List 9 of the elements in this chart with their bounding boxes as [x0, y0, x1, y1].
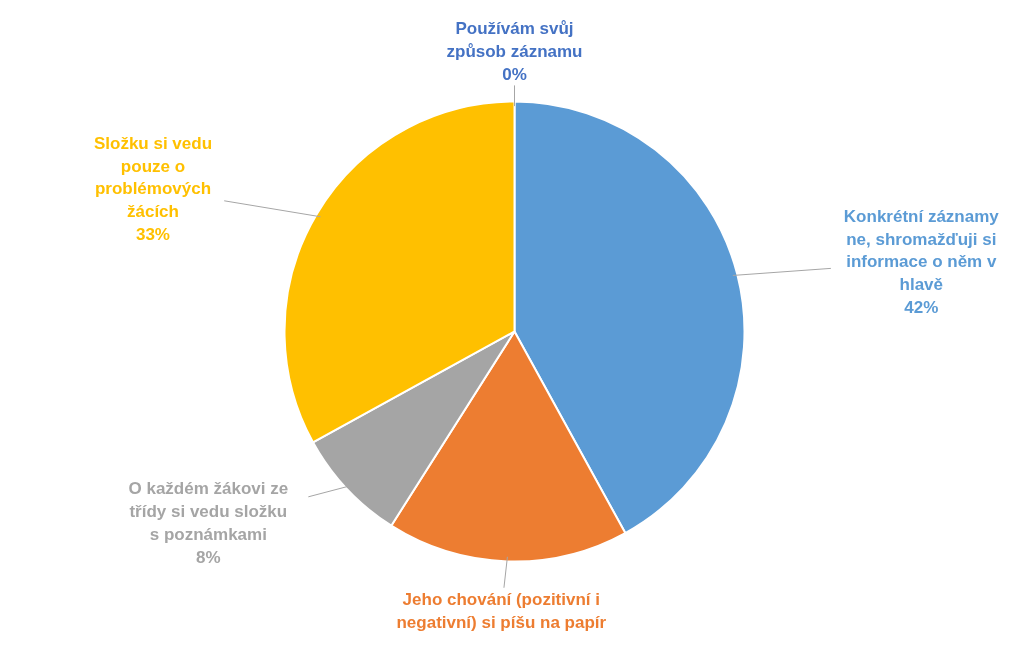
- data-label: 33%: [135, 225, 171, 245]
- text: 0%: [502, 64, 527, 84]
- slice-label: O každém žákovi ze třídy si vedu složku s poznámkami: [128, 479, 289, 545]
- slice-label: Jeho chování (pozitivní i negativní) si píšu na papír: [396, 590, 607, 633]
- category-label: Používám svůj způsob záznamu: [446, 19, 583, 61]
- data-label: 8%: [196, 547, 221, 567]
- data-label: 42%: [904, 297, 939, 317]
- slice-label: Konkrétní záznamy ne, shromažďuji si informace o něm v hlavě: [843, 206, 1000, 295]
- slice-label: Složku si vedu pouze o problémových žácích: [93, 133, 213, 222]
